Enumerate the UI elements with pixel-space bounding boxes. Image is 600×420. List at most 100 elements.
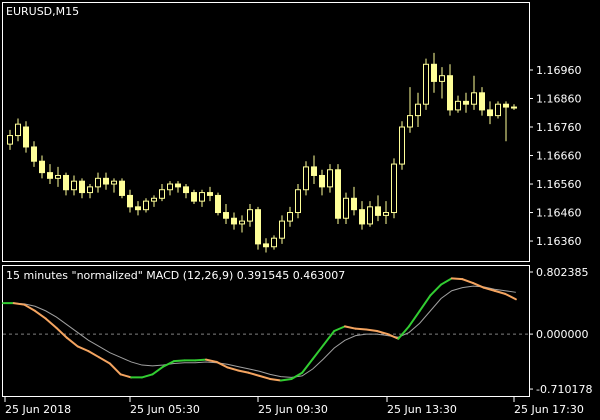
candle xyxy=(447,64,453,116)
candle-body-bear xyxy=(135,206,141,211)
candle xyxy=(271,235,277,250)
candle xyxy=(119,178,125,199)
candle xyxy=(479,87,485,116)
candle-body-bear xyxy=(359,209,365,225)
macd-panel-frame xyxy=(2,265,530,397)
candle-body-bull xyxy=(239,220,245,225)
candle xyxy=(383,201,389,224)
macd-segment-falling xyxy=(461,278,475,285)
candle-body-bull xyxy=(303,166,309,191)
time-tick-label: 25 Jun 05:30 xyxy=(130,403,200,416)
candle-group xyxy=(7,52,517,253)
price-tick-label: 1.16860 xyxy=(536,93,582,106)
symbol-label: EURUSD,M15 xyxy=(6,5,79,18)
candle-body-bear xyxy=(231,217,237,225)
candle xyxy=(351,186,357,216)
candle xyxy=(263,238,269,253)
macd-segment-falling xyxy=(450,277,464,281)
macd-axis: 0.802385 0.000000 -0.710178 xyxy=(529,266,592,396)
macd-segment-rising xyxy=(172,359,186,363)
macd-segment-rising xyxy=(194,358,208,362)
candle xyxy=(199,189,205,207)
macd-segment-falling xyxy=(354,327,368,331)
macd-tick-label: -0.710178 xyxy=(536,383,592,396)
candle-body-bear xyxy=(335,169,341,219)
candle-body-bear xyxy=(31,146,37,162)
macd-segment-rising xyxy=(440,277,453,286)
macd-segment-falling xyxy=(365,328,378,332)
macd-segment-rising xyxy=(311,343,325,360)
candle-body-bull xyxy=(7,135,13,145)
candle xyxy=(439,67,445,99)
candle xyxy=(503,101,509,142)
candle-body-bull xyxy=(407,115,413,128)
candle xyxy=(47,164,53,185)
candle-body-bull xyxy=(167,183,173,191)
price-axis: 1.16960 1.16860 1.16760 1.16660 1.16560 1.164… xyxy=(529,64,582,248)
macd-segment-rising xyxy=(301,357,314,374)
candle-body-bull xyxy=(383,212,389,216)
time-axis: 25 Jun 2018 25 Jun 05:30 25 Jun 09:30 25 Ju… xyxy=(4,397,584,416)
price-tick-label: 1.16360 xyxy=(536,235,582,248)
macd-segment-falling xyxy=(343,325,357,330)
candle-body-bull xyxy=(423,63,429,105)
macd-segment-rising xyxy=(397,325,411,340)
candle-body-bull xyxy=(87,186,93,194)
candle-body-bull xyxy=(343,197,349,219)
price-panel-frame xyxy=(2,2,530,262)
candle xyxy=(399,121,405,170)
macd-segment-falling xyxy=(482,286,496,292)
candle xyxy=(463,92,469,113)
price-tick-label: 1.16460 xyxy=(536,207,582,220)
macd-tick-label: 0.802385 xyxy=(536,266,589,279)
candle-body-bull xyxy=(271,237,277,248)
candle xyxy=(287,206,293,227)
candle-body-bull xyxy=(55,174,61,179)
candle-body-bear xyxy=(463,100,469,105)
candle-body-bull xyxy=(143,200,149,211)
macd-segment-rising xyxy=(151,365,165,376)
macd-segment-falling xyxy=(386,333,400,340)
macd-panel[interactable]: 15 minutes "normalized" MACD (12,26,9) 0… xyxy=(2,265,593,397)
candle xyxy=(95,172,101,193)
macd-segment-falling xyxy=(226,366,240,372)
candle-body-bear xyxy=(215,194,221,214)
candle-body-bull xyxy=(199,192,205,202)
candle xyxy=(487,101,493,125)
candle-body-bear xyxy=(375,206,381,216)
macd-tick-label: 0.000000 xyxy=(536,328,589,341)
candle-body-bull xyxy=(71,180,77,191)
time-tick-label: 25 Jun 2018 xyxy=(5,403,71,416)
candle xyxy=(343,192,349,224)
candle-body-bull xyxy=(511,106,517,109)
candle xyxy=(407,87,413,133)
candle-body-bear xyxy=(119,180,125,196)
candle-body-bear xyxy=(207,192,213,196)
candle xyxy=(31,141,37,167)
macd-segment-rising xyxy=(140,373,154,379)
macd-segment-falling xyxy=(472,282,485,289)
macd-signal-line xyxy=(3,285,516,378)
price-tick-label: 1.16560 xyxy=(536,178,582,191)
candle xyxy=(279,215,285,244)
candle-body-bull xyxy=(399,126,405,165)
candle-body-bear xyxy=(255,209,261,245)
candle xyxy=(471,75,477,110)
candle xyxy=(367,201,373,227)
candle xyxy=(159,184,165,202)
candle xyxy=(415,92,421,128)
candle-body-bull xyxy=(15,123,21,137)
macd-segment-rising xyxy=(290,371,304,380)
macd-segment-rising xyxy=(322,330,336,346)
candle-body-bear xyxy=(431,63,437,82)
candle-body-bull xyxy=(247,209,253,222)
macd-segment-rising xyxy=(279,377,293,382)
candle-body-bull xyxy=(367,206,373,225)
macd-segment-falling xyxy=(55,326,69,339)
macd-segment-falling xyxy=(44,317,58,329)
candle xyxy=(295,184,301,219)
price-panel[interactable]: EURUSD,M15 1.169601.168601.167601.166601… xyxy=(2,2,582,262)
candle-body-bear xyxy=(479,92,485,111)
candle xyxy=(175,181,181,193)
